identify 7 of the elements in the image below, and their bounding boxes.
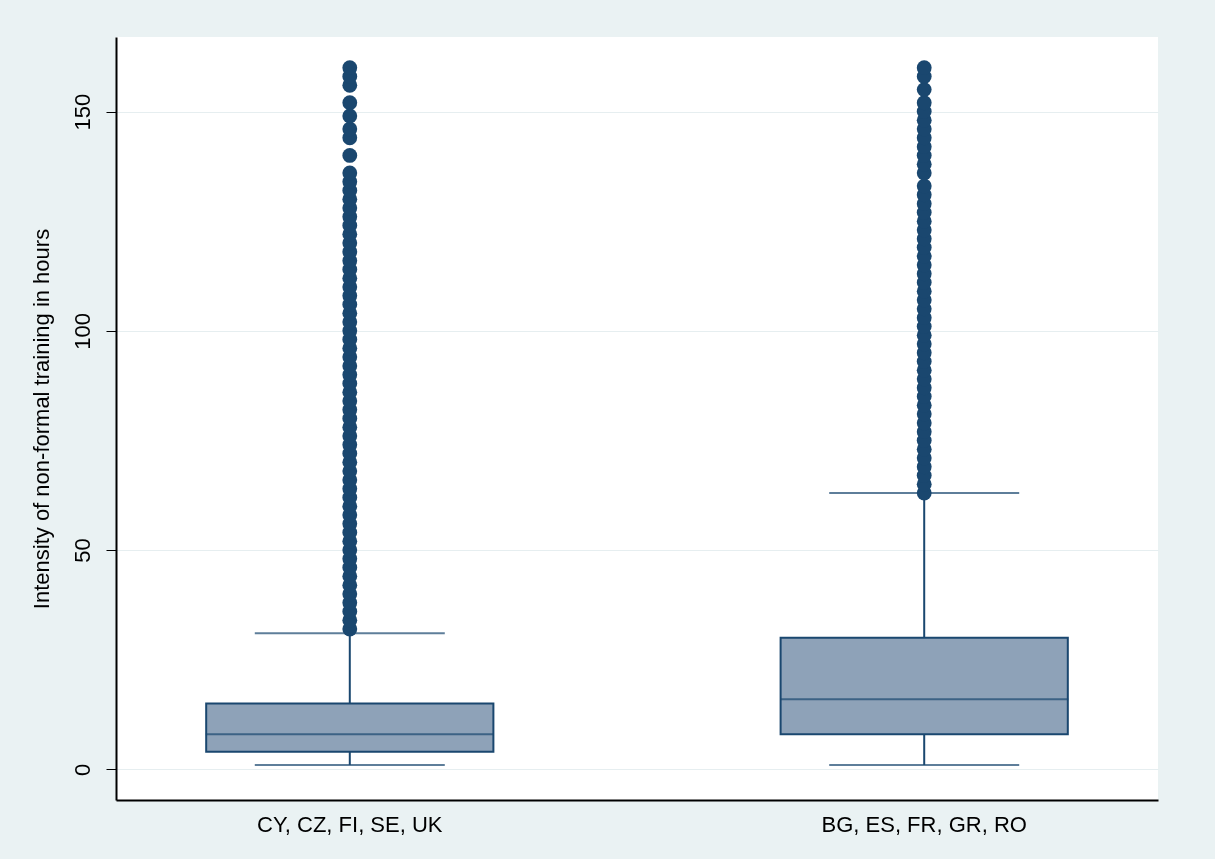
- x-tick-label: CY, CZ, FI, SE, UK: [257, 811, 443, 837]
- y-axis-title: Intensity of non-formal training in hours: [28, 228, 54, 610]
- y-tick-label: 0: [69, 763, 95, 776]
- y-tick-label: 100: [69, 312, 95, 350]
- y-tick-label: 50: [69, 538, 95, 563]
- y-tick-label: 150: [69, 93, 95, 131]
- x-tick-label: BG, ES, FR, GR, RO: [821, 811, 1027, 837]
